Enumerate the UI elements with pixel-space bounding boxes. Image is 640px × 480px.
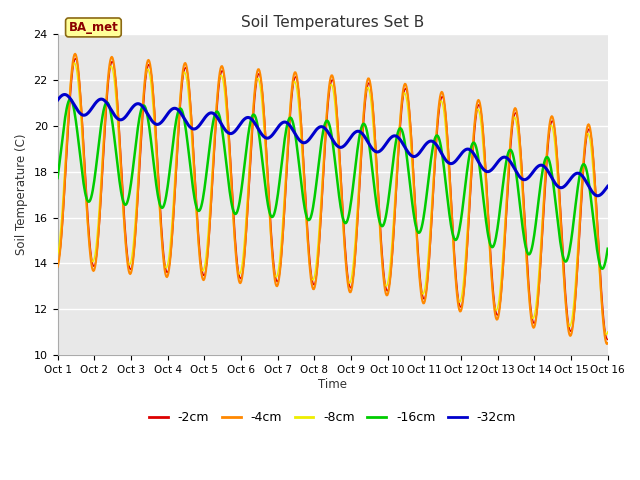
Title: Soil Temperatures Set B: Soil Temperatures Set B <box>241 15 424 30</box>
Text: BA_met: BA_met <box>68 21 118 34</box>
Legend: -2cm, -4cm, -8cm, -16cm, -32cm: -2cm, -4cm, -8cm, -16cm, -32cm <box>144 407 521 430</box>
Y-axis label: Soil Temperature (C): Soil Temperature (C) <box>15 134 28 255</box>
X-axis label: Time: Time <box>318 378 347 391</box>
